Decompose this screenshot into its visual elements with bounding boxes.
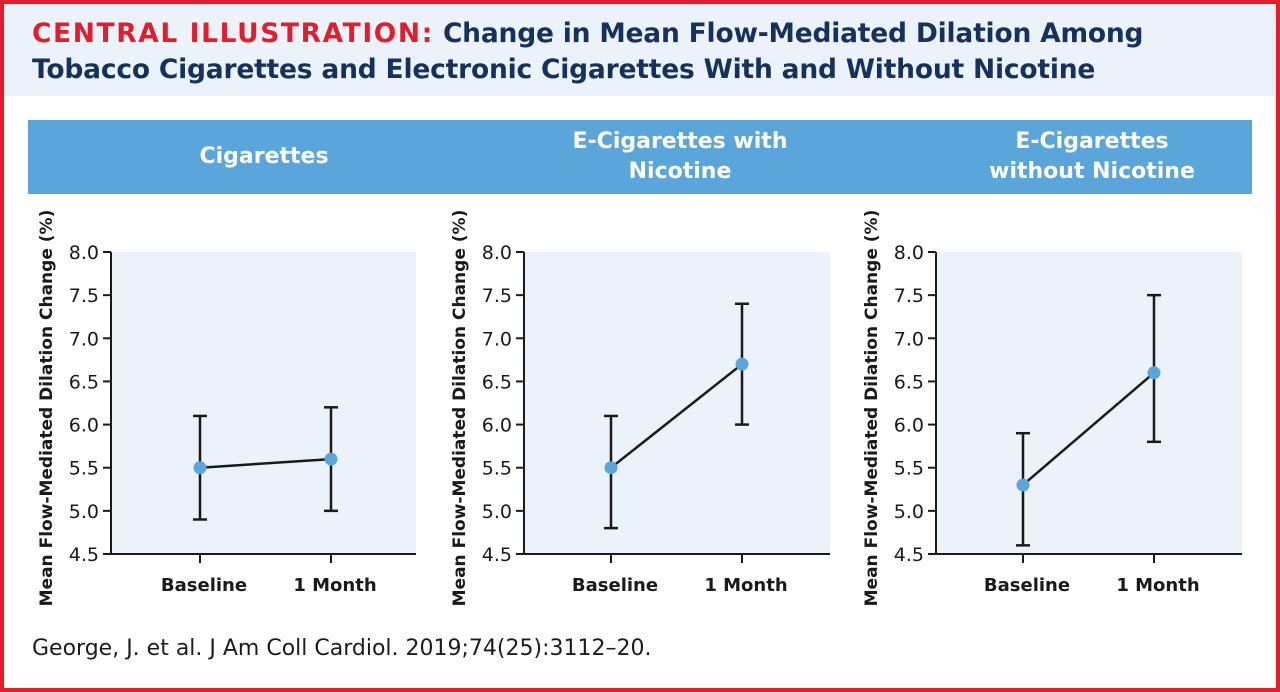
y-tick-label: 6.5 xyxy=(482,371,512,393)
y-tick-label: 7.0 xyxy=(482,328,512,350)
y-axis-title: Mean Flow-Mediated Dilation Change (%) xyxy=(862,210,882,607)
y-tick-label: 8.0 xyxy=(69,242,99,264)
y-tick-label: 5.0 xyxy=(482,501,512,523)
panel-heading-ecig-no-nicotine: E-Cigarettes without Nicotine xyxy=(892,120,1280,194)
data-point xyxy=(1016,478,1030,492)
flow-mediated-dilation-charts: 8.0 7.5 7.0 6.5 6.0 5.5 5.0 4.5 Baseline 1 Month M… xyxy=(37,210,1242,607)
x-tick-label: 1 Month xyxy=(293,575,376,596)
panel-heading-label: Cigarettes xyxy=(199,144,329,169)
title-text: Change in Mean Flow-Mediated Dilation Am… xyxy=(32,18,1144,85)
title-banner: CENTRAL ILLUSTRATION: Change in Mean Flo… xyxy=(4,4,1276,96)
y-tick-label: 8.0 xyxy=(894,242,924,264)
series-line xyxy=(199,457,332,469)
data-point xyxy=(1147,366,1161,380)
y-tick-label: 7.5 xyxy=(894,285,924,307)
y-tick-label: 5.5 xyxy=(69,458,99,480)
x-tick-label: 1 Month xyxy=(704,575,787,596)
title-lead: CENTRAL ILLUSTRATION: xyxy=(32,18,434,49)
plot-area xyxy=(524,252,830,554)
panel-heading-label: E-Cigarettes without Nicotine xyxy=(989,129,1195,184)
x-tick-label: Baseline xyxy=(161,575,247,596)
y-tick-label: 7.5 xyxy=(482,285,512,307)
y-axis-title: Mean Flow-Mediated Dilation Change (%) xyxy=(37,210,57,607)
y-tick-label: 6.0 xyxy=(69,415,99,437)
y-tick-label: 7.5 xyxy=(69,285,99,307)
citation: George, J. et al. J Am Coll Cardiol. 201… xyxy=(32,636,652,661)
page-title: CENTRAL ILLUSTRATION: Change in Mean Flo… xyxy=(32,16,1262,88)
panel-heading-band xyxy=(28,120,1252,194)
x-tick-label: Baseline xyxy=(572,575,658,596)
y-tick-label: 6.5 xyxy=(894,371,924,393)
y-axis-title: Mean Flow-Mediated Dilation Change (%) xyxy=(450,210,470,607)
panel-heading-cigarettes: Cigarettes xyxy=(64,120,464,194)
series-line xyxy=(610,363,743,469)
x-tick-label: 1 Month xyxy=(1116,575,1199,596)
data-point xyxy=(735,357,749,371)
y-tick-label: 6.0 xyxy=(482,415,512,437)
y-tick-label: 4.5 xyxy=(69,544,99,566)
x-tick-label: Baseline xyxy=(984,575,1070,596)
y-tick-label: 8.0 xyxy=(482,242,512,264)
plot-area xyxy=(936,252,1242,554)
y-tick-label: 5.5 xyxy=(894,458,924,480)
plot-area xyxy=(111,252,416,554)
y-tick-label: 7.0 xyxy=(894,328,924,350)
series-line xyxy=(1022,371,1155,486)
data-point xyxy=(193,461,207,475)
y-tick-label: 5.0 xyxy=(69,501,99,523)
y-tick-label: 6.0 xyxy=(894,415,924,437)
y-tick-label: 6.5 xyxy=(69,371,99,393)
y-tick-label: 4.5 xyxy=(894,544,924,566)
y-tick-label: 7.0 xyxy=(69,328,99,350)
data-point xyxy=(324,452,338,466)
data-point xyxy=(604,461,618,475)
y-tick-label: 5.0 xyxy=(894,501,924,523)
y-tick-label: 5.5 xyxy=(482,458,512,480)
y-tick-label: 4.5 xyxy=(482,544,512,566)
panel-heading-ecig-nicotine: E-Cigarettes with Nicotine xyxy=(480,120,880,194)
panel-heading-label: E-Cigarettes with Nicotine xyxy=(572,129,788,184)
